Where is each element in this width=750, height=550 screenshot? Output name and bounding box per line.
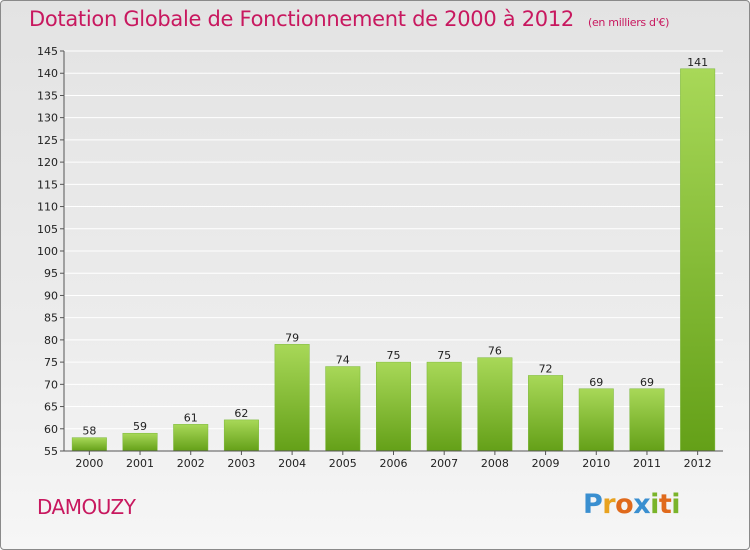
bars <box>71 68 716 452</box>
bar <box>376 361 411 452</box>
data-label: 141 <box>687 56 708 69</box>
logo-letter: i <box>671 489 681 520</box>
bar <box>477 357 513 452</box>
logo-letter: P <box>583 489 603 520</box>
x-tick-label: 2001 <box>126 457 154 470</box>
x-tick-label: 2002 <box>177 457 205 470</box>
x-axis: 2000 2001 2002 2003 2004 2005 2006 2007 2008 2009… <box>64 450 723 470</box>
data-label: 59 <box>133 420 147 433</box>
x-tick-label: 2003 <box>227 457 255 470</box>
x-tick-label: 2008 <box>481 457 509 470</box>
data-label: 76 <box>488 345 502 358</box>
bar <box>325 366 361 452</box>
proxiti-logo[interactable]: Proxiti <box>583 489 681 520</box>
y-tick-label: 125 <box>37 134 58 147</box>
data-label: 69 <box>589 376 603 389</box>
y-axis: 55 60 65 70 75 80 85 90 95 100 105 110 115 120 125 130 1… <box>37 45 65 458</box>
data-label: 74 <box>336 354 350 367</box>
data-label: 72 <box>539 362 553 375</box>
bar <box>680 68 716 452</box>
bar <box>173 424 209 452</box>
y-tick-label: 120 <box>37 156 58 169</box>
y-tick-label: 130 <box>37 112 58 125</box>
logo-letter: x <box>633 489 651 520</box>
title-text: Dotation Globale de Fonctionnement de 20… <box>29 7 574 31</box>
x-tick-label: 2000 <box>75 457 103 470</box>
y-tick-label: 110 <box>37 201 58 214</box>
data-label: 58 <box>82 425 96 438</box>
x-tick-label: 2004 <box>278 457 306 470</box>
bar <box>426 361 462 452</box>
bar <box>274 344 310 452</box>
bar <box>122 432 158 452</box>
data-label: 79 <box>285 331 299 344</box>
x-tick-label: 2011 <box>633 457 661 470</box>
bar <box>629 388 665 452</box>
y-tick-label: 85 <box>44 312 58 325</box>
y-tick-label: 145 <box>37 45 58 58</box>
y-tick-label: 105 <box>37 223 58 236</box>
y-tick-label: 65 <box>44 401 58 414</box>
data-label: 69 <box>640 376 654 389</box>
chart-subtitle: (en milliers d'€) <box>587 16 670 29</box>
x-tick-label: 2012 <box>684 457 712 470</box>
data-label: 75 <box>437 349 451 362</box>
y-tick-label: 140 <box>37 67 58 80</box>
bar <box>528 375 564 452</box>
y-tick-label: 55 <box>44 445 58 458</box>
logo-letter: t <box>658 489 672 520</box>
data-label: 62 <box>234 407 248 420</box>
y-tick-label: 80 <box>44 334 58 347</box>
bar <box>578 388 614 452</box>
data-label: 75 <box>387 349 401 362</box>
chart-title: Dotation Globale de Fonctionnement de 20… <box>29 7 669 31</box>
x-tick-label: 2010 <box>582 457 610 470</box>
data-label: 61 <box>184 411 198 424</box>
y-tick-label: 115 <box>37 178 58 191</box>
data-labels: 58 59 61 62 79 74 75 75 76 72 69 69 141 <box>82 56 708 438</box>
logo-letter: i <box>650 489 659 520</box>
y-tick-label: 75 <box>44 356 58 369</box>
commune-name: DAMOUZY <box>37 495 136 519</box>
logo-letter: r <box>602 489 616 520</box>
y-tick-label: 135 <box>37 89 58 102</box>
y-tick-label: 70 <box>44 378 58 391</box>
x-tick-label: 2006 <box>380 457 408 470</box>
logo-letter: o <box>615 489 634 520</box>
y-tick-label: 60 <box>44 423 58 436</box>
bar <box>71 437 107 452</box>
x-tick-label: 2007 <box>430 457 458 470</box>
x-tick-label: 2005 <box>329 457 357 470</box>
y-tick-label: 100 <box>37 245 58 258</box>
x-tick-label: 2009 <box>532 457 560 470</box>
bar <box>223 419 259 452</box>
y-tick-label: 90 <box>44 289 58 302</box>
y-tick-label: 95 <box>44 267 58 280</box>
